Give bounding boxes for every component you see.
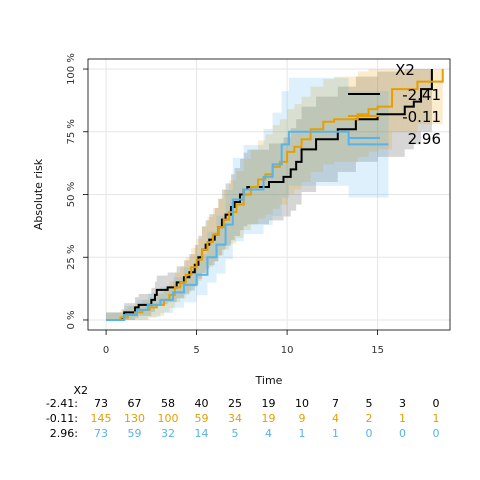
risk-cell-1-8: 2 bbox=[366, 412, 373, 425]
risk-cell-2-3: 14 bbox=[195, 427, 209, 440]
risk-cell-2-10: 0 bbox=[433, 427, 440, 440]
x-tick-label-2: 10 bbox=[281, 345, 294, 356]
legend-entry-0: -2.41 bbox=[402, 86, 441, 104]
risk-cell-1-5: 19 bbox=[262, 412, 276, 425]
risk-cell-2-0: 73 bbox=[94, 427, 108, 440]
risk-cell-0-0: 73 bbox=[94, 397, 108, 410]
risk-cell-0-7: 7 bbox=[332, 397, 339, 410]
risk-cell-2-6: 1 bbox=[299, 427, 306, 440]
legend-entry-2: 2.96 bbox=[408, 130, 441, 148]
risk-cell-1-2: 100 bbox=[158, 412, 179, 425]
legend-entry-1: -0.11 bbox=[402, 108, 441, 126]
risk-cell-1-6: 9 bbox=[299, 412, 306, 425]
y-tick-label-2: 50 % bbox=[66, 182, 77, 207]
risk-cell-1-1: 130 bbox=[124, 412, 145, 425]
y-tick-label-4: 100 % bbox=[66, 53, 77, 85]
x-tick-label-0: 0 bbox=[103, 345, 109, 356]
risk-cell-1-4: 34 bbox=[228, 412, 242, 425]
x-axis-label: Time bbox=[255, 374, 283, 387]
risk-cell-2-8: 0 bbox=[366, 427, 373, 440]
risk-cell-2-7: 1 bbox=[332, 427, 339, 440]
risk-row-label-1: -0.11: bbox=[46, 412, 78, 425]
risk-cell-1-0: 145 bbox=[91, 412, 112, 425]
x-tick-label-3: 15 bbox=[371, 345, 384, 356]
risk-cell-0-9: 3 bbox=[399, 397, 406, 410]
risk-cell-0-6: 10 bbox=[295, 397, 309, 410]
risk-cell-2-5: 4 bbox=[265, 427, 272, 440]
risk-cell-0-5: 19 bbox=[262, 397, 276, 410]
risk-row-label-0: -2.41: bbox=[46, 397, 78, 410]
x-tick-label-1: 5 bbox=[193, 345, 199, 356]
risk-cell-0-1: 67 bbox=[128, 397, 142, 410]
risk-cell-2-1: 59 bbox=[128, 427, 142, 440]
risk-cell-0-2: 58 bbox=[161, 397, 175, 410]
risk-cell-2-2: 32 bbox=[161, 427, 175, 440]
risk-cell-1-7: 4 bbox=[332, 412, 339, 425]
risk-cell-2-9: 0 bbox=[399, 427, 406, 440]
y-tick-label-0: 0 % bbox=[66, 310, 77, 329]
risk-cell-1-9: 1 bbox=[399, 412, 406, 425]
risk-cell-2-4: 5 bbox=[232, 427, 239, 440]
risk-table: X2-2.41: 73 67 58 40 25 19 10 7 5 3 0-0.11: 145 130 10… bbox=[46, 384, 440, 440]
risk-cell-1-3: 59 bbox=[195, 412, 209, 425]
risk-cell-0-8: 5 bbox=[366, 397, 373, 410]
risk-row-label-2: 2.96: bbox=[50, 427, 78, 440]
risk-table-header: X2 bbox=[73, 384, 88, 397]
risk-cell-1-10: 1 bbox=[433, 412, 440, 425]
y-tick-label-1: 25 % bbox=[66, 245, 77, 270]
y-axis-label: Absolute risk bbox=[32, 158, 45, 230]
legend-title: X2 bbox=[395, 61, 415, 79]
risk-cell-0-4: 25 bbox=[228, 397, 242, 410]
risk-cell-0-10: 0 bbox=[433, 397, 440, 410]
y-tick-label-3: 75 % bbox=[66, 119, 77, 144]
risk-cell-0-3: 40 bbox=[195, 397, 209, 410]
